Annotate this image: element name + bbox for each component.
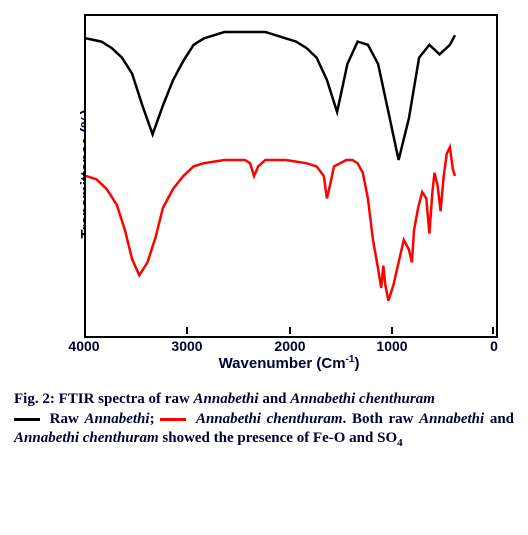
legend-raw-name: Annabethi — [85, 411, 150, 427]
legend-chen-name: Annabethi chenthuram — [196, 411, 343, 427]
caption-annabethi2: Annabethi — [419, 411, 484, 427]
xtick-label: 0 — [490, 338, 498, 354]
xtick-label: 2000 — [274, 338, 305, 354]
ftir-chart: Transmittance (%) 4000 3000 2000 1000 0 … — [14, 4, 514, 384]
xtick-mark — [391, 327, 393, 334]
figure-caption: Fig. 2: FTIR spectra of raw Annabethi an… — [14, 390, 514, 450]
caption-and2: and — [484, 411, 514, 427]
xtick-mark — [492, 327, 494, 334]
xtick-label: 4000 — [68, 338, 99, 354]
legend-raw-label: Raw — [44, 411, 85, 427]
caption-and: and — [259, 391, 291, 407]
caption-line1: Fig. 2: FTIR spectra of raw Annabethi an… — [14, 391, 435, 407]
xtick-label: 1000 — [376, 338, 407, 354]
spectra-svg — [86, 16, 496, 336]
caption-chenthuram2: Annabethi chenthuram — [14, 430, 159, 446]
x-axis-label: Wavenumber (Cm-1) — [84, 354, 494, 372]
xtick-mark — [186, 327, 188, 334]
caption-showed: showed the presence of Fe-O and SO — [159, 430, 397, 446]
xtick-label: 3000 — [171, 338, 202, 354]
spectrum-annabethi-chenthuram — [86, 147, 455, 301]
plot-area — [84, 14, 498, 338]
legend-period: . — [343, 411, 352, 427]
caption-both: Both raw — [352, 411, 419, 427]
spectrum-raw-annabethi — [86, 32, 455, 160]
xtick-mark — [289, 327, 291, 334]
caption-sub4: 4 — [397, 437, 403, 449]
legend-sep: ; — [150, 411, 161, 427]
caption-chenthuram: Annabethi chenthuram — [290, 391, 435, 407]
caption-prefix: Fig. 2: FTIR spectra of raw — [14, 391, 194, 407]
xtick-mark — [84, 327, 86, 334]
legend-swatch-raw — [14, 418, 40, 421]
caption-annabethi: Annabethi — [194, 391, 259, 407]
legend-swatch-chenthuram — [160, 418, 186, 421]
caption-legend-line: Raw Annabethi; Annabethi chenthuram. Bot… — [14, 411, 514, 447]
